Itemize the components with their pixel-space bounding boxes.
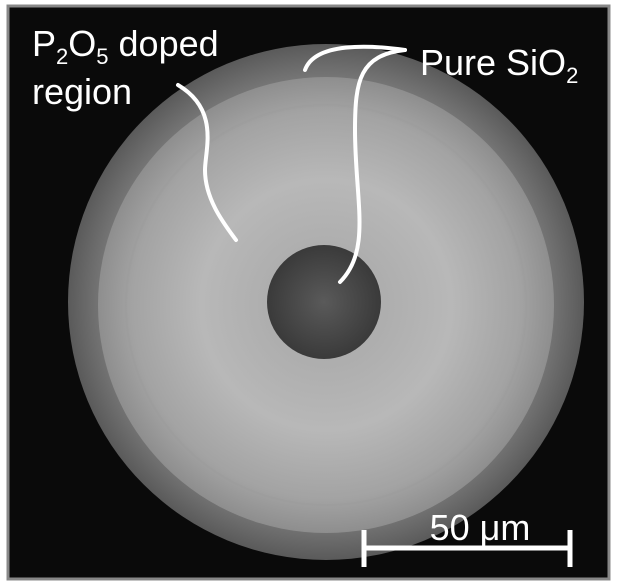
label-subscript: 2	[566, 63, 578, 88]
label-subscript: 2	[56, 44, 68, 69]
core	[267, 245, 381, 359]
pure-silica-label: Pure SiO2	[420, 42, 578, 88]
label-subscript: 5	[96, 44, 108, 69]
label-part: P	[32, 23, 56, 64]
label-part: doped	[109, 23, 219, 64]
scale-bar-label: 50 μm	[430, 507, 531, 548]
doped-label-line2: region	[32, 71, 132, 112]
label-part: O	[68, 23, 96, 64]
label-part: Pure SiO	[420, 42, 566, 83]
micrograph: P2O5 doped region Pure SiO2 50 μm	[0, 0, 617, 585]
